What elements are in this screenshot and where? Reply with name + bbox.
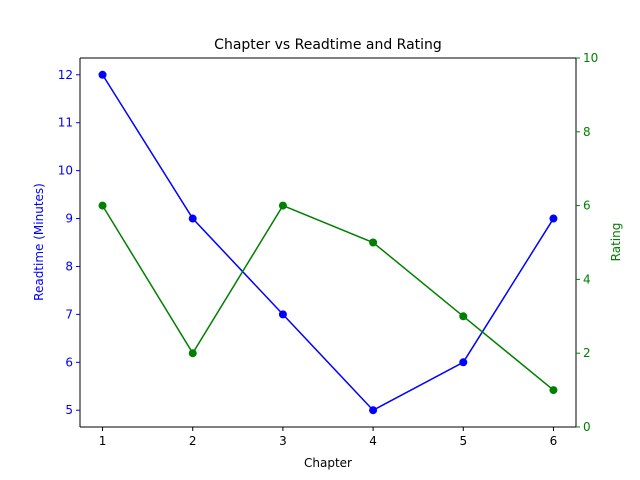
x-tick-label: 3 xyxy=(279,434,287,448)
x-tick-label: 1 xyxy=(99,434,107,448)
left-y-tick-label: 11 xyxy=(58,116,73,130)
left-y-tick-label: 8 xyxy=(65,259,73,273)
rating-data-point xyxy=(98,201,107,210)
rating-series-line xyxy=(101,204,554,391)
right-y-tick-label: 2 xyxy=(583,346,591,360)
left-y-tick-label: 7 xyxy=(65,307,73,321)
readtime-data-point xyxy=(188,214,197,223)
x-tick-label: 5 xyxy=(459,434,467,448)
x-tick-label: 2 xyxy=(189,434,197,448)
rating-data-point xyxy=(459,312,468,321)
readtime-series-line xyxy=(101,74,555,412)
chart-title: Chapter vs Readtime and Rating xyxy=(214,37,442,53)
right-y-tick-label: 8 xyxy=(583,125,591,139)
right-y-tick-label: 10 xyxy=(583,51,598,65)
readtime-data-point xyxy=(369,406,378,415)
right-y-tick-label: 4 xyxy=(583,272,591,286)
left-y-tick-label: 9 xyxy=(65,212,73,226)
x-tick-label: 6 xyxy=(550,434,558,448)
right-y-axis-title: Rating xyxy=(609,223,623,262)
rating-data-point xyxy=(278,201,287,210)
readtime-data-point xyxy=(459,358,468,367)
left-y-tick-label: 6 xyxy=(65,355,73,369)
rating-data-point xyxy=(549,386,558,395)
readtime-data-point xyxy=(278,310,287,319)
rating-data-point xyxy=(369,238,378,247)
rating-data-point xyxy=(188,349,197,358)
right-y-tick-label: 0 xyxy=(583,420,591,434)
readtime-data-point xyxy=(98,70,107,79)
x-axis-title: Chapter xyxy=(304,456,352,470)
left-y-tick-label: 10 xyxy=(58,164,73,178)
left-y-tick-label: 5 xyxy=(65,403,73,417)
x-tick-label: 4 xyxy=(369,434,377,448)
readtime-data-point xyxy=(549,214,558,223)
right-y-tick-label: 6 xyxy=(583,199,591,213)
left-y-tick-label: 12 xyxy=(58,68,73,82)
left-y-axis-title: Readtime (Minutes) xyxy=(32,183,46,301)
